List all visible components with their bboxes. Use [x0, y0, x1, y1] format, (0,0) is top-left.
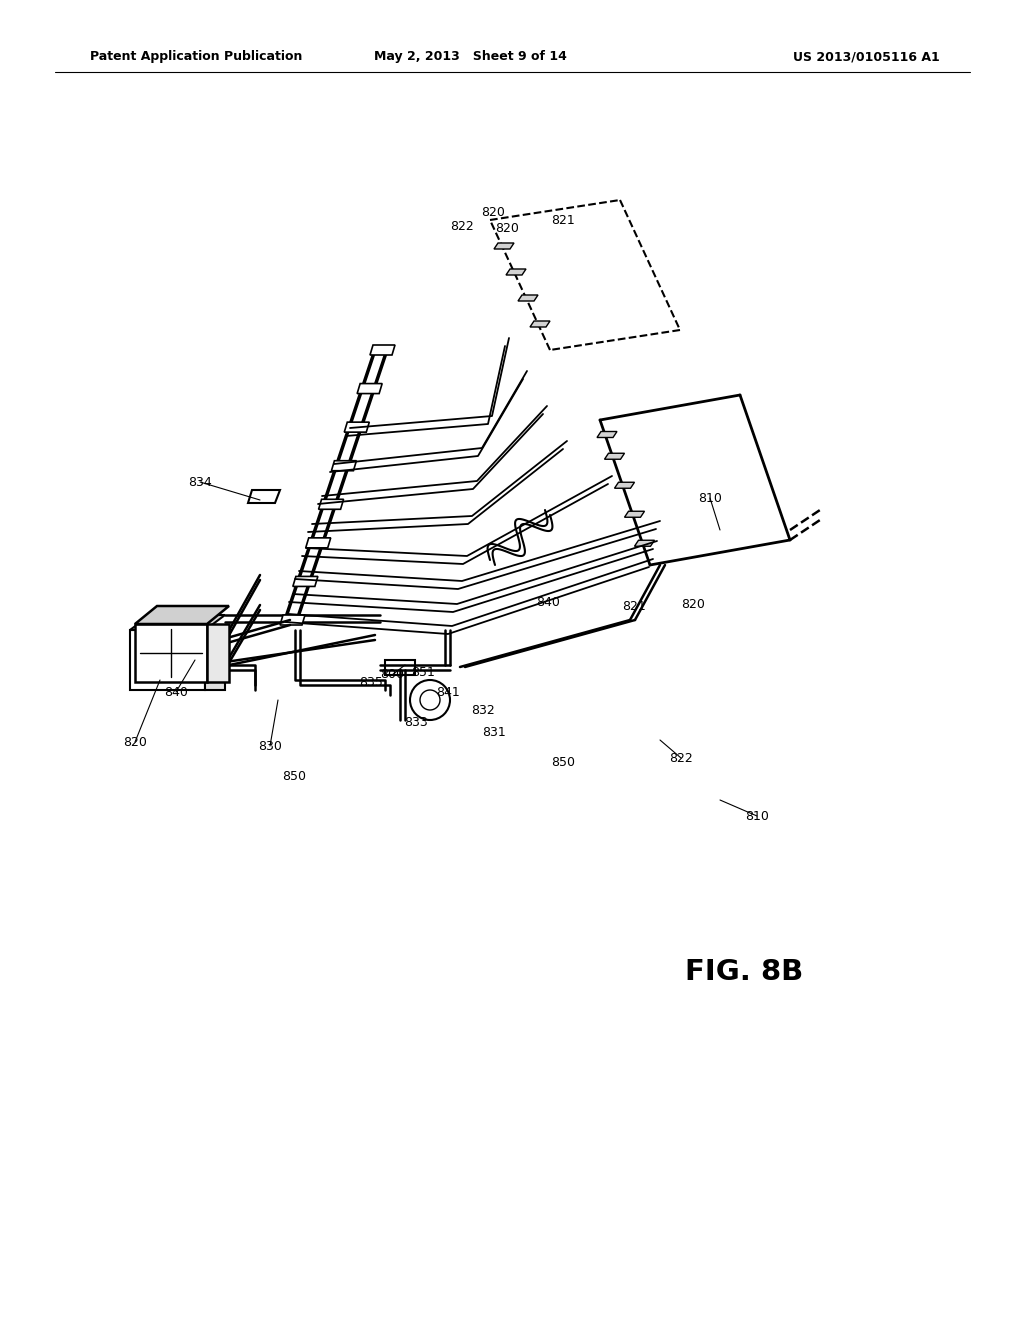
Polygon shape	[357, 384, 382, 393]
Text: Patent Application Publication: Patent Application Publication	[90, 50, 302, 63]
Polygon shape	[130, 630, 205, 690]
Polygon shape	[293, 577, 317, 586]
Text: 850: 850	[282, 771, 306, 784]
Polygon shape	[130, 615, 225, 630]
Polygon shape	[530, 321, 550, 327]
Text: 800: 800	[380, 668, 404, 681]
Text: 830: 830	[258, 739, 282, 752]
Text: 822: 822	[451, 220, 474, 234]
Text: 851: 851	[411, 665, 435, 678]
Polygon shape	[370, 345, 395, 355]
Polygon shape	[135, 624, 207, 682]
Text: 835: 835	[359, 676, 383, 689]
Text: 821: 821	[623, 599, 646, 612]
Text: 832: 832	[471, 705, 495, 718]
Polygon shape	[205, 630, 225, 690]
Text: 831: 831	[482, 726, 506, 738]
Polygon shape	[280, 615, 305, 624]
Text: 840: 840	[164, 685, 188, 698]
Polygon shape	[318, 499, 344, 510]
Polygon shape	[518, 294, 538, 301]
Text: 820: 820	[681, 598, 705, 610]
Polygon shape	[635, 540, 654, 546]
Text: 834: 834	[188, 475, 212, 488]
Text: US 2013/0105116 A1: US 2013/0105116 A1	[794, 50, 940, 63]
Polygon shape	[385, 660, 415, 675]
Polygon shape	[625, 511, 644, 517]
Polygon shape	[207, 624, 229, 682]
Polygon shape	[306, 537, 331, 548]
Text: 810: 810	[698, 491, 722, 504]
Polygon shape	[332, 461, 356, 471]
Polygon shape	[604, 453, 625, 459]
Polygon shape	[614, 482, 635, 488]
Text: 820: 820	[495, 222, 519, 235]
Polygon shape	[506, 269, 526, 275]
Text: FIG. 8B: FIG. 8B	[685, 958, 803, 986]
Polygon shape	[344, 422, 370, 432]
Polygon shape	[135, 606, 229, 624]
Text: 850: 850	[551, 755, 575, 768]
Text: 820: 820	[123, 735, 146, 748]
Polygon shape	[494, 243, 514, 249]
Text: 821: 821	[551, 214, 574, 227]
Text: 841: 841	[436, 686, 460, 700]
Polygon shape	[248, 490, 280, 503]
Text: 820: 820	[481, 206, 505, 219]
Text: 822: 822	[669, 751, 693, 764]
Text: 833: 833	[404, 715, 428, 729]
Polygon shape	[597, 432, 617, 437]
Text: May 2, 2013   Sheet 9 of 14: May 2, 2013 Sheet 9 of 14	[374, 50, 566, 63]
Text: 810: 810	[745, 809, 769, 822]
Text: 840: 840	[536, 595, 560, 609]
